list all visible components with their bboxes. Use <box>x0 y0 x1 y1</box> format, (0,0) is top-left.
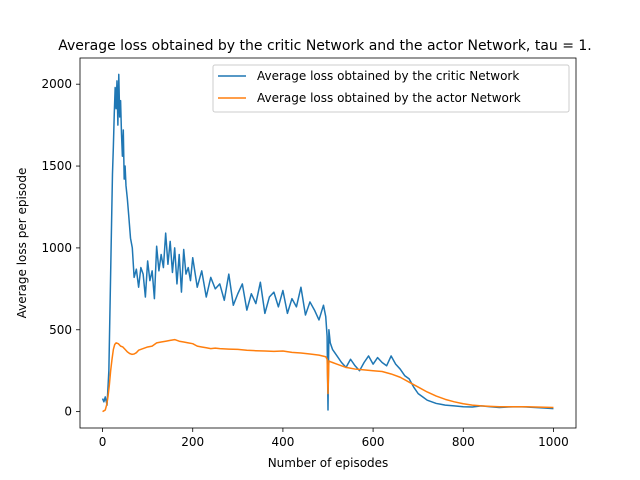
x-tick-label: 400 <box>271 435 294 449</box>
series-line-critic <box>101 73 554 411</box>
y-axis-label: Average loss per episode <box>15 168 29 319</box>
legend-box <box>212 64 570 113</box>
y-tick-label: 1500 <box>41 159 72 173</box>
y-tick-label: 2000 <box>41 77 72 91</box>
x-tick-label: 200 <box>181 435 204 449</box>
x-tick-label: 600 <box>362 435 385 449</box>
legend: Average loss obtained by the critic Netw… <box>212 64 570 113</box>
x-tick-label: 0 <box>99 435 107 449</box>
y-tick-label: 500 <box>49 323 72 337</box>
series-layer <box>101 73 554 413</box>
y-tick-label: 1000 <box>41 241 72 255</box>
y-axis-ticks: 0 500 1000 1500 2000 <box>41 77 80 419</box>
y-tick-label: 0 <box>64 405 72 419</box>
plot-frame <box>79 57 577 429</box>
legend-label-critic: Average loss obtained by the critic Netw… <box>257 69 519 83</box>
x-axis-ticks: 0 200 400 600 800 1000 <box>99 428 569 449</box>
x-tick-label: 800 <box>452 435 475 449</box>
chart-title: Average loss obtained by the critic Netw… <box>58 38 592 54</box>
series-line-actor <box>102 338 554 413</box>
x-axis-label: Number of episodes <box>268 456 389 470</box>
x-tick-label: 1000 <box>538 435 569 449</box>
legend-label-actor: Average loss obtained by the actor Netwo… <box>257 91 521 105</box>
